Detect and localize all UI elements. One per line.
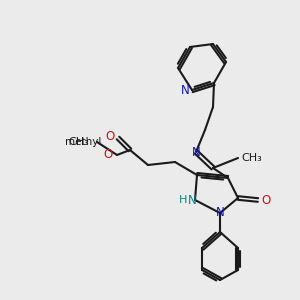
Text: N: N — [181, 83, 189, 97]
Text: CH₃: CH₃ — [242, 153, 262, 163]
Text: O: O — [261, 194, 271, 206]
Text: N: N — [192, 146, 200, 158]
Text: N: N — [188, 194, 196, 206]
Text: H: H — [179, 195, 187, 205]
Text: methyl: methyl — [65, 137, 101, 147]
Text: CH₃: CH₃ — [68, 137, 89, 147]
Text: O: O — [103, 148, 112, 161]
Text: O: O — [105, 130, 115, 142]
Text: N: N — [216, 206, 224, 220]
